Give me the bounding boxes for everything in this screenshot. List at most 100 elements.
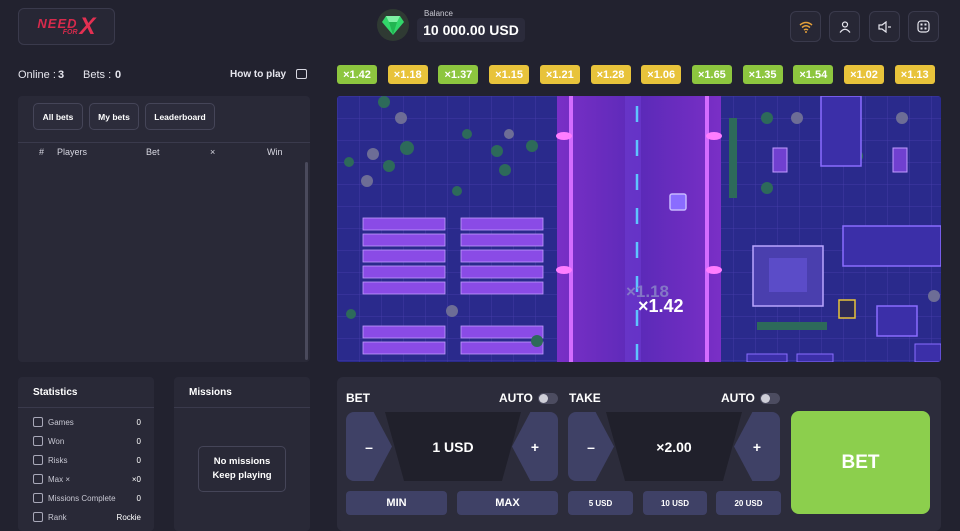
stat-row: Max × ×0 bbox=[33, 471, 141, 487]
bet-amount-value[interactable]: 1 USD bbox=[385, 412, 521, 481]
history-chip: ×1.37 bbox=[438, 65, 479, 84]
menu-grid-icon bbox=[917, 20, 930, 33]
take-auto-label: AUTO bbox=[721, 391, 755, 405]
sound-button[interactable] bbox=[869, 11, 900, 42]
statistics-title: Statistics bbox=[33, 387, 78, 398]
rank-icon bbox=[33, 512, 43, 522]
user-icon bbox=[839, 20, 850, 33]
history-chip: ×1.65 bbox=[691, 65, 732, 84]
missions-empty-line2: Keep playing bbox=[212, 470, 272, 481]
gem-icon bbox=[377, 9, 409, 41]
logo-text-need: NEED bbox=[37, 15, 78, 31]
previous-multiplier: ×1.18 bbox=[626, 282, 670, 301]
how-to-play-link[interactable]: How to play bbox=[230, 69, 287, 80]
logo-text-for: FOR bbox=[62, 28, 78, 36]
help-icon[interactable] bbox=[296, 69, 307, 79]
header: NEED FOR X Balance 10 000.00 USD bbox=[0, 0, 960, 56]
logo[interactable]: NEED FOR X bbox=[18, 8, 115, 45]
stat-label: Won bbox=[48, 436, 65, 446]
col-multiplier: × bbox=[210, 147, 216, 157]
tab-all-bets[interactable]: All bets bbox=[33, 103, 83, 130]
stat-row: Games 0 bbox=[33, 414, 141, 430]
stat-row: Missions Complete 0 bbox=[33, 490, 141, 506]
stat-row: Risks 0 bbox=[33, 452, 141, 468]
history-chip: ×1.13 bbox=[894, 65, 935, 84]
history-chip: ×1.28 bbox=[590, 65, 631, 84]
quick-bet-20-button[interactable]: 20 USD bbox=[716, 491, 781, 515]
bet-auto-toggle[interactable] bbox=[538, 393, 558, 404]
take-auto-toggle[interactable] bbox=[760, 393, 780, 404]
history-chip: ×1.02 bbox=[844, 65, 884, 84]
history-chip: ×1.15 bbox=[489, 65, 530, 84]
trophy-icon bbox=[33, 436, 43, 446]
place-bet-button[interactable]: BET bbox=[791, 411, 930, 514]
take-multiplier-value[interactable]: ×2.00 bbox=[606, 412, 742, 481]
quick-bet-5-button[interactable]: 5 USD bbox=[568, 491, 633, 515]
stat-value: 0 bbox=[136, 493, 141, 503]
game-scene: ×1.18 ×1.42 bbox=[337, 96, 941, 362]
take-label: TAKE bbox=[569, 391, 601, 405]
profile-button[interactable] bbox=[829, 11, 860, 42]
current-multiplier: ×1.42 bbox=[638, 296, 684, 316]
check-icon bbox=[33, 493, 43, 503]
stat-label: Rank bbox=[48, 512, 67, 522]
online-label: Online : bbox=[18, 69, 56, 81]
stat-label: Games bbox=[48, 417, 74, 427]
settings-button[interactable] bbox=[908, 11, 939, 42]
bet-auto-label: AUTO bbox=[499, 391, 533, 405]
missions-panel: Missions No missions Keep playing bbox=[174, 377, 310, 531]
bets-panel: All bets My bets Leaderboard # Players B… bbox=[18, 96, 310, 362]
tab-leaderboard[interactable]: Leaderboard bbox=[145, 103, 215, 130]
col-rank: # bbox=[39, 147, 45, 157]
bet-label: BET bbox=[346, 391, 370, 405]
bets-table-header: # Players Bet × Win bbox=[18, 142, 310, 162]
balance-label: Balance bbox=[424, 9, 453, 18]
bets-scrollbar[interactable] bbox=[305, 162, 308, 360]
history-chip: ×1.06 bbox=[641, 65, 682, 84]
tab-my-bets[interactable]: My bets bbox=[89, 103, 139, 130]
bets-count-label: Bets : bbox=[83, 69, 112, 81]
history-chip: ×1.18 bbox=[387, 65, 428, 84]
stat-row: Rank Rockie bbox=[33, 509, 141, 525]
gamepad-icon bbox=[33, 417, 43, 427]
history-chip: ×1.35 bbox=[742, 65, 783, 84]
risk-icon bbox=[33, 455, 43, 465]
balance-value: 10 000.00 USD bbox=[417, 18, 525, 42]
missions-empty-line1: No missions bbox=[213, 456, 271, 467]
missions-empty-state: No missions Keep playing bbox=[198, 446, 286, 492]
stat-value: Rockie bbox=[116, 512, 141, 522]
bet-max-button[interactable]: MAX bbox=[457, 491, 558, 515]
col-win: Win bbox=[267, 147, 283, 157]
quick-bet-10-button[interactable]: 10 USD bbox=[643, 491, 707, 515]
stat-row: Won 0 bbox=[33, 433, 141, 449]
statistics-divider bbox=[18, 407, 154, 408]
bet-decrease-button[interactable]: – bbox=[346, 412, 392, 481]
bet-control-panel: BET AUTO TAKE AUTO – 1 USD + – ×2.00 + M… bbox=[337, 377, 941, 531]
history-chip: ×1.21 bbox=[539, 65, 580, 84]
history-chip: ×1.54 bbox=[793, 65, 834, 84]
sound-icon bbox=[877, 20, 891, 33]
col-bet: Bet bbox=[146, 147, 160, 157]
take-decrease-button[interactable]: – bbox=[568, 412, 614, 481]
game-map bbox=[337, 96, 941, 362]
connection-button[interactable] bbox=[790, 11, 821, 42]
stat-label: Risks bbox=[48, 455, 68, 465]
logo-text-x: X bbox=[79, 12, 96, 40]
bets-count-value: 0 bbox=[115, 69, 122, 81]
take-increase-button[interactable]: + bbox=[734, 412, 780, 481]
info-bar: Online : 3 Bets : 0 How to play bbox=[18, 64, 318, 84]
stat-value: ×0 bbox=[131, 474, 141, 484]
stat-value: 0 bbox=[136, 436, 141, 446]
logo-text-stack: NEED FOR bbox=[37, 15, 78, 36]
history-chip: ×1.42 bbox=[337, 65, 377, 84]
bet-increase-button[interactable]: + bbox=[512, 412, 558, 481]
bet-min-button[interactable]: MIN bbox=[346, 491, 447, 515]
max-icon bbox=[33, 474, 43, 484]
statistics-panel: Statistics Games 0 Won 0 Risks 0 Max × ×0 Missio… bbox=[18, 377, 154, 531]
stat-label: Max × bbox=[48, 474, 71, 484]
stat-value: 0 bbox=[136, 455, 141, 465]
online-value: 3 bbox=[58, 69, 65, 81]
missions-divider bbox=[174, 407, 310, 408]
stat-value: 0 bbox=[136, 417, 141, 427]
stat-label: Missions Complete bbox=[48, 493, 116, 503]
